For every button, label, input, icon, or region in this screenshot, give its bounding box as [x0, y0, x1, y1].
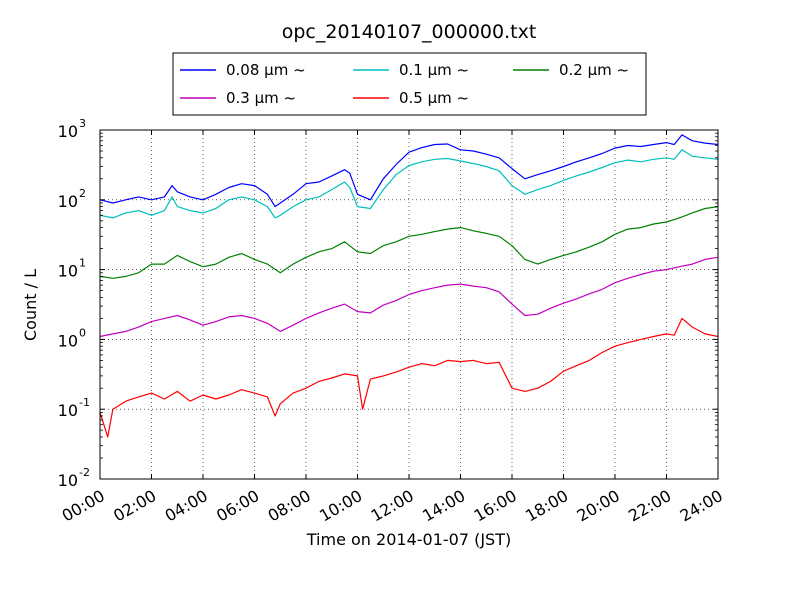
y-tick-label-exponent: 2: [79, 187, 86, 200]
chart-title: opc_20140107_000000.txt: [282, 21, 537, 43]
y-tick-label-exponent: 1: [79, 257, 86, 270]
y-tick-label-base: 10: [58, 471, 78, 490]
y-tick-label-base: 10: [58, 122, 78, 141]
y-tick-label: 10 1: [58, 257, 86, 281]
axis-ticks: [99, 129, 719, 480]
x-axis-label: Time on 2014-01-07 (JST): [306, 530, 511, 549]
legend-label-2: 0.2 μm ~: [559, 61, 629, 79]
y-tick-label: 10 3: [58, 117, 86, 141]
series-line-4: [99, 317, 719, 438]
legend-box: [172, 52, 647, 116]
y-axis-label: Count / L: [21, 269, 40, 341]
y-tick-label-base: 10: [58, 192, 78, 211]
series-lines: [99, 134, 719, 438]
series-line-1: [99, 149, 719, 219]
y-tick-label-base: 10: [58, 262, 78, 281]
y-tick-label: 10 -2: [58, 466, 90, 490]
y-tick-label: 10 -1: [58, 396, 90, 420]
y-tick-label-exponent: 3: [79, 117, 86, 130]
legend-label-0: 0.08 μm ~: [226, 61, 306, 79]
series-line-3: [99, 256, 719, 338]
y-tick-label-base: 10: [58, 401, 78, 420]
series-line-2: [99, 206, 719, 279]
legend-label-3: 0.3 μm ~: [226, 89, 296, 107]
y-tick-label-exponent: 0: [79, 326, 86, 339]
y-tick-label: 10 2: [58, 187, 86, 211]
y-tick-label-exponent: -1: [79, 396, 90, 409]
y-tick-label: 10 0: [58, 326, 86, 350]
legend: 0.08 μm ~ 0.1 μm ~ 0.2 μm ~ 0.3 μm ~ 0.5 μm …: [172, 52, 647, 116]
y-tick-label-base: 10: [58, 331, 78, 350]
y-tick-label-exponent: -2: [79, 466, 90, 479]
legend-label-1: 0.1 μm ~: [399, 61, 469, 79]
series-line-0: [99, 134, 719, 208]
legend-label-4: 0.5 μm ~: [399, 89, 469, 107]
